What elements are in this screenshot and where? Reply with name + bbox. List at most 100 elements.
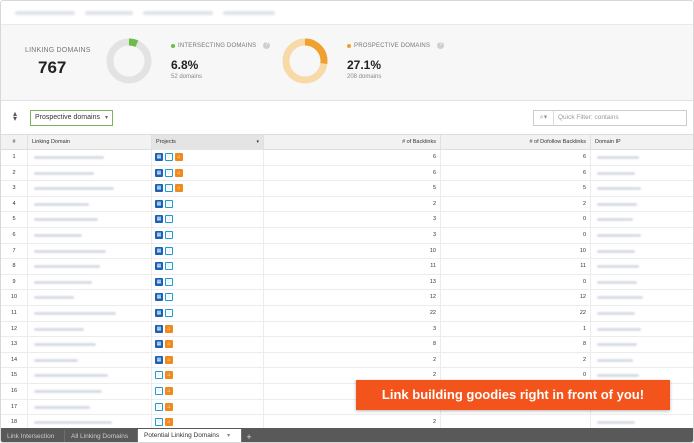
linking-domain-cell[interactable]: [28, 321, 152, 337]
table-row[interactable]: 13 ▦ ⌂ 8 8: [1, 337, 693, 353]
project-blue-icon: ▦: [155, 215, 163, 224]
project-blue-icon: ▦: [155, 184, 163, 193]
tab-all-linking-domains[interactable]: All Linking Domains: [65, 430, 138, 442]
backlinks-cell: 10: [264, 243, 441, 259]
project-cyan-icon: ◌: [165, 262, 173, 271]
projects-cell: ◌ ⌂: [152, 399, 264, 415]
linking-domain-cell[interactable]: [28, 259, 152, 275]
table-row[interactable]: 6 ▦ ◌ 3 0: [1, 228, 693, 244]
column-header-dofollow[interactable]: # of Dofollow Backlinks: [441, 135, 591, 150]
project-orange-icon: ⌂: [175, 184, 183, 193]
linking-domain-cell[interactable]: [28, 352, 152, 368]
projects-cell: ◌ ⌂: [152, 368, 264, 384]
table-row[interactable]: 12 ▦ ⌂ 3 1: [1, 321, 693, 338]
table-row[interactable]: 9 ▦ ◌ 13 0: [1, 274, 693, 291]
domain-ip-cell: [591, 259, 693, 274]
table-row[interactable]: 7 ▦ ◌ 10 10: [1, 243, 693, 260]
project-blue-icon: ▦: [155, 168, 163, 177]
row-number: 7: [1, 243, 28, 259]
project-cyan-icon: ◌: [165, 309, 173, 317]
projects-cell: ▦ ◌: [152, 243, 264, 259]
linking-domain-cell[interactable]: [28, 243, 152, 259]
projects-cell: ▦ ◌: [152, 196, 264, 212]
domain-filter-dropdown[interactable]: Prospective domains ▾: [30, 110, 113, 126]
project-blue-icon: ▦: [155, 324, 163, 333]
chevron-down-icon: ▾: [104, 115, 108, 121]
prospective-count: 208 domains: [347, 74, 382, 80]
column-header-domain-ip[interactable]: Domain IP: [595, 139, 621, 145]
dofollow-cell: 6: [441, 150, 591, 165]
column-header-backlinks[interactable]: # of Backlinks: [264, 135, 441, 150]
project-orange-icon: ⌂: [165, 418, 173, 427]
project-cyan-icon: ◌: [165, 168, 173, 177]
sort-icon[interactable]: ▴ ▾: [12, 109, 17, 123]
linking-domain-cell[interactable]: [28, 368, 152, 384]
linking-domain-cell[interactable]: [28, 228, 152, 243]
table-row[interactable]: 8 ▦ ◌ 11 11: [1, 259, 693, 275]
table-row[interactable]: 1 ▦ ◌ ⌂ 6 6: [1, 150, 693, 166]
table-row[interactable]: 10 ▦ ◌ 12 12: [1, 290, 693, 306]
project-cyan-icon: ◌: [155, 371, 163, 380]
linking-domain-cell[interactable]: [28, 384, 152, 399]
help-icon[interactable]: ?: [437, 42, 445, 49]
row-number: 16: [1, 384, 28, 399]
projects-cell: ▦ ◌: [152, 306, 264, 321]
projects-cell: ▦ ⌂: [152, 352, 264, 368]
project-orange-icon: ⌂: [165, 340, 173, 349]
linking-domain-cell[interactable]: [28, 196, 152, 212]
search-icon[interactable]: ⌕▾: [534, 111, 554, 125]
column-header-number[interactable]: #: [1, 135, 28, 150]
domain-ip-cell: [591, 228, 693, 243]
backlinks-cell: 3: [264, 321, 441, 337]
table-row[interactable]: 3 ▦ ◌ ⌂ 5 5: [1, 181, 693, 197]
project-blue-icon: ▦: [155, 277, 163, 286]
project-cyan-icon: ◌: [165, 199, 173, 208]
tab-link-intersection[interactable]: Link Intersection: [1, 430, 65, 442]
linking-domain-cell[interactable]: [28, 165, 152, 181]
linking-domain-cell[interactable]: [28, 399, 152, 415]
backlinks-cell: 2: [264, 368, 441, 384]
column-header-projects[interactable]: Projects ▾: [152, 135, 264, 150]
linking-domain-cell[interactable]: [28, 306, 152, 321]
intersecting-label: Intersecting Domains: [178, 42, 257, 49]
row-number: 6: [1, 228, 28, 243]
table-row[interactable]: 2 ▦ ◌ ⌂ 6 6: [1, 165, 693, 182]
row-number: 2: [1, 165, 28, 181]
linking-domain-cell[interactable]: [28, 290, 152, 306]
linking-domain-cell[interactable]: [28, 274, 152, 290]
dofollow-cell: 10: [441, 243, 591, 259]
table-row[interactable]: 14 ▦ ⌂ 2 2: [1, 352, 693, 369]
projects-cell: ▦ ◌ ⌂: [152, 150, 264, 165]
linking-domain-cell[interactable]: [28, 212, 152, 228]
dofollow-cell: [441, 415, 591, 431]
backlinks-cell: 3: [264, 212, 441, 228]
quick-filter-placeholder: Quick Filter: contains: [558, 114, 619, 121]
add-tab-button[interactable]: +: [246, 432, 252, 442]
table-row[interactable]: 4 ▦ ◌ 2 2: [1, 196, 693, 213]
promo-banner[interactable]: Link building goodies right in front of …: [356, 380, 670, 410]
backlinks-cell: 3: [264, 228, 441, 243]
project-blue-icon: ▦: [155, 293, 163, 302]
tab-potential-linking-domains[interactable]: Potential Linking Domains ▾: [138, 429, 242, 442]
linking-domain-cell[interactable]: [28, 337, 152, 353]
intersecting-donut: [105, 37, 153, 85]
table-row[interactable]: 15 ◌ ⌂ 2 0: [1, 368, 693, 384]
dofollow-cell: 11: [441, 259, 591, 275]
domain-ip-cell: [591, 368, 693, 383]
sheet-tabs: Link Intersection All Linking Domains Po…: [1, 428, 693, 442]
linking-domain-cell[interactable]: [28, 415, 152, 431]
quick-filter-input[interactable]: ⌕▾ Quick Filter: contains: [533, 110, 687, 126]
table-row[interactable]: 11 ▦ ◌ 22 22: [1, 306, 693, 322]
linking-domain-cell[interactable]: [28, 181, 152, 197]
row-number: 1: [1, 150, 28, 165]
column-header-linking-domain[interactable]: Linking Domain: [28, 135, 152, 150]
caret-down-icon[interactable]: ▾: [256, 139, 259, 145]
row-number: 15: [1, 368, 28, 384]
chevron-down-icon[interactable]: ▾: [227, 433, 231, 439]
linking-domain-cell[interactable]: [28, 150, 152, 165]
projects-cell: ▦ ◌ ⌂: [152, 181, 264, 197]
table-row[interactable]: 5 ▦ ◌ 3 0: [1, 212, 693, 228]
help-icon[interactable]: ?: [263, 42, 271, 49]
projects-cell: ▦ ◌: [152, 290, 264, 306]
project-blue-icon: ▦: [155, 153, 163, 161]
